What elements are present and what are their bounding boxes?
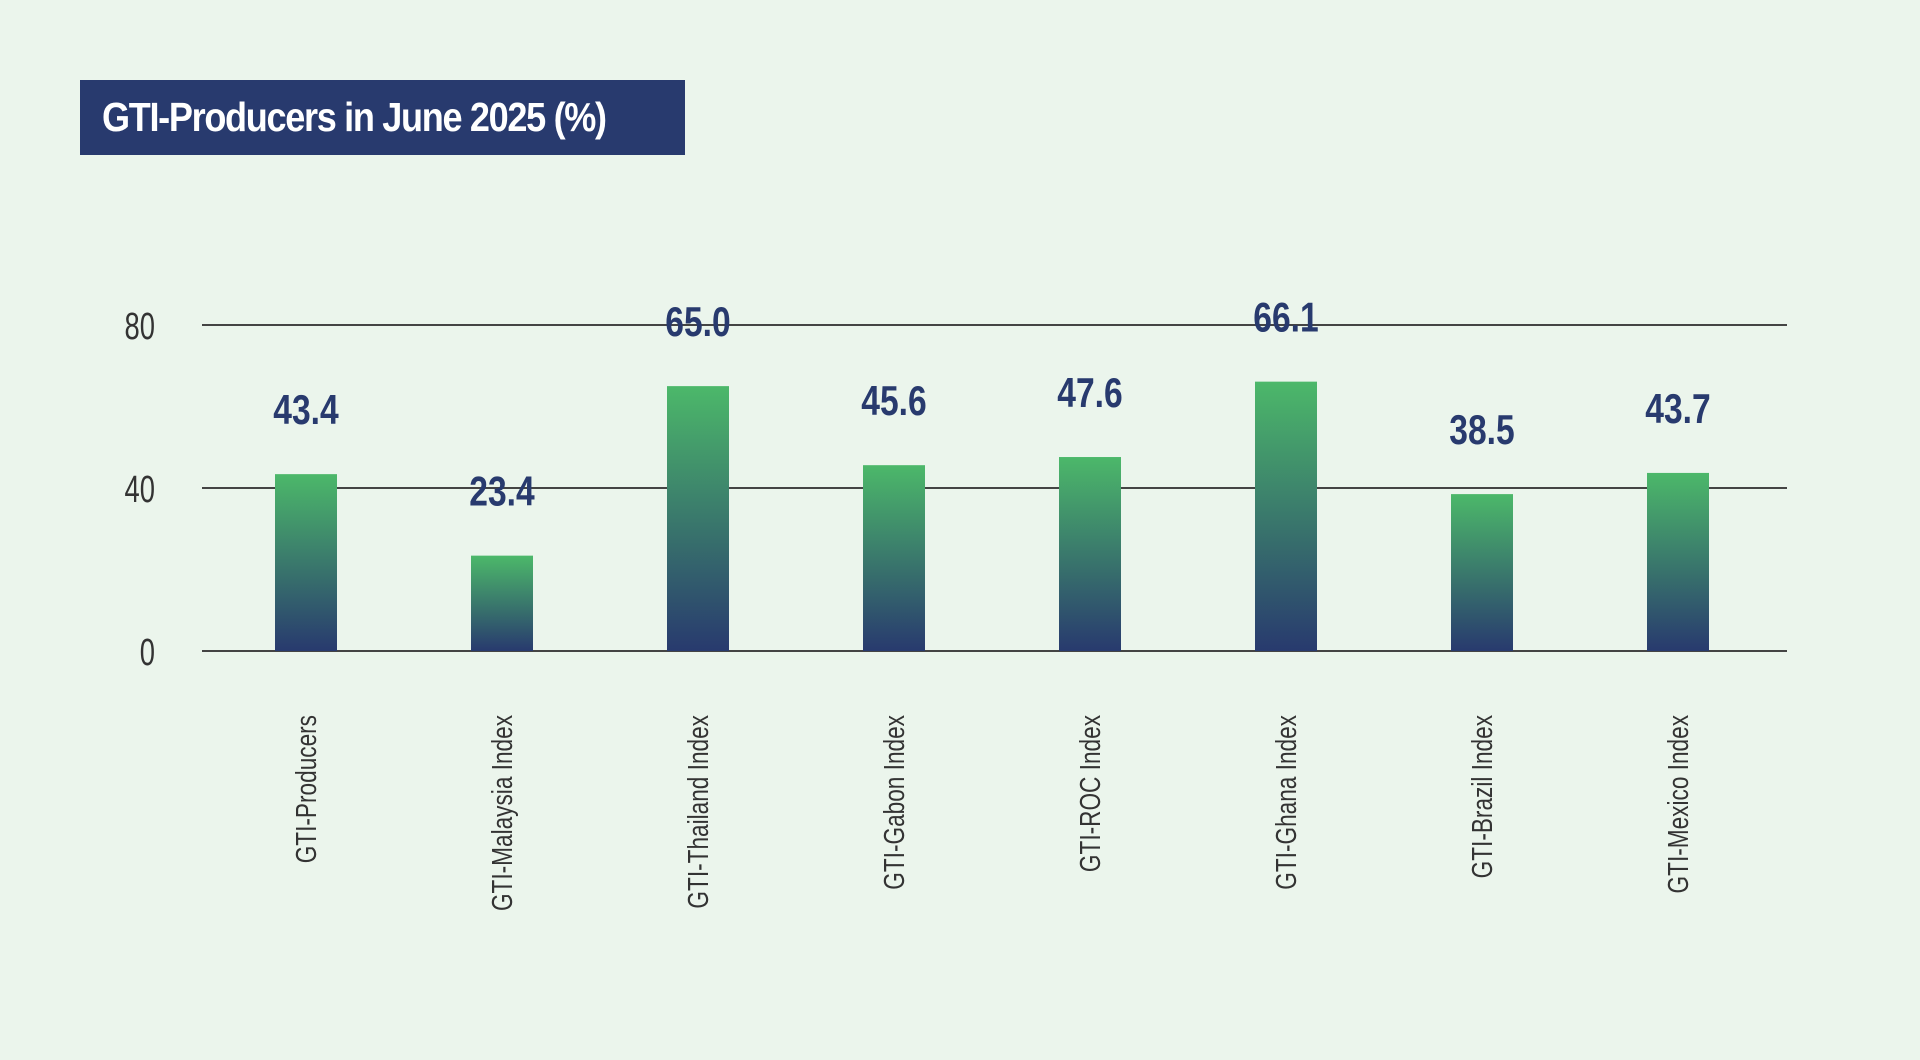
bars [275, 381, 1709, 651]
y-tick-label: 80 [125, 306, 155, 348]
category-label: GTI-Thailand Index [681, 715, 714, 909]
value-label: 43.7 [1645, 386, 1710, 432]
y-tick-label: 40 [125, 469, 155, 511]
bar [1647, 472, 1709, 651]
bar [1255, 381, 1317, 651]
category-label: GTI-Producers [289, 715, 322, 863]
value-labels: 43.4 23.4 65.0 45.6 47.6 66.1 38.5 43.7 [273, 295, 1710, 515]
value-label: 45.6 [861, 379, 926, 425]
chart-title: GTI-Producers in June 2025 (%) [102, 94, 607, 140]
bar [667, 386, 729, 651]
bar [1059, 457, 1121, 651]
bar [863, 465, 925, 651]
value-label: 38.5 [1449, 408, 1514, 454]
chart-title-box: GTI-Producers in June 2025 (%) [80, 80, 685, 155]
value-label: 23.4 [469, 469, 534, 515]
y-axis-ticks: 0 40 80 [125, 306, 155, 674]
bar [471, 555, 533, 651]
category-label: GTI-Gabon Index [877, 715, 910, 890]
bar [1451, 494, 1513, 651]
x-axis-labels: GTI-Producers GTI-Malaysia Index GTI-Thail… [289, 715, 1694, 911]
y-tick-label: 0 [140, 632, 155, 674]
value-label: 65.0 [665, 300, 730, 346]
category-label: GTI-Ghana Index [1269, 715, 1302, 890]
gridlines [202, 324, 1787, 652]
category-label: GTI-ROC Index [1073, 715, 1106, 872]
category-label: GTI-Brazil Index [1465, 715, 1498, 878]
value-label: 47.6 [1057, 371, 1122, 417]
category-label: GTI-Mexico Index [1661, 715, 1694, 893]
value-label: 43.4 [273, 388, 338, 434]
bar [275, 474, 337, 651]
value-label: 66.1 [1253, 295, 1318, 341]
category-label: GTI-Malaysia Index [485, 715, 518, 911]
